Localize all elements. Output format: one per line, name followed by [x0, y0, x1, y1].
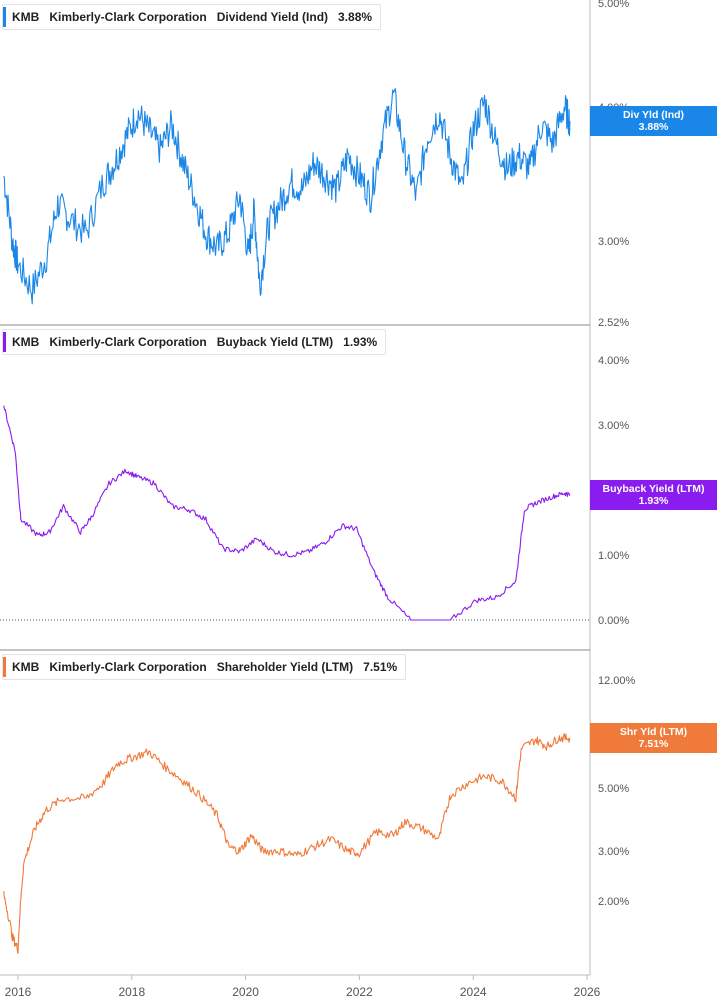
legend-swatch [3, 7, 6, 27]
last-value-tag-shareholder: Shr Yld (LTM) 7.51% [590, 723, 717, 753]
legend-company: Kimberly-Clark Corporation [49, 660, 207, 674]
last-value-tag-dividend: Div Yld (Ind) 3.88% [590, 106, 717, 136]
x-tick-label: 2016 [5, 985, 32, 999]
legend-dividend-yield[interactable]: KMB Kimberly-Clark Corporation Dividend … [2, 4, 382, 30]
legend-swatch [3, 657, 6, 677]
legend-ticker: KMB [12, 335, 40, 349]
tag-label: Buyback Yield (LTM) [602, 483, 705, 495]
tag-value: 1.93% [638, 495, 669, 507]
last-value-tag-buyback: Buyback Yield (LTM) 1.93% [590, 480, 717, 510]
legend-value: 1.93% [343, 335, 378, 349]
legend-swatch [3, 332, 6, 352]
tag-label: Shr Yld (LTM) [619, 726, 688, 738]
y-tick-label: 2.00% [598, 896, 629, 908]
x-tick-label: 2020 [232, 985, 259, 999]
tag-label: Div Yld (Ind) [622, 109, 685, 121]
legend-ticker: KMB [12, 660, 40, 674]
legend-buyback-yield[interactable]: KMB Kimberly-Clark Corporation Buyback Y… [2, 329, 387, 355]
legend-value: 7.51% [363, 660, 398, 674]
x-tick-label: 2024 [460, 985, 487, 999]
legend-metric: Dividend Yield (Ind) [216, 10, 329, 24]
legend-company: Kimberly-Clark Corporation [49, 10, 207, 24]
x-tick-label: 2018 [118, 985, 145, 999]
y-tick-label: 4.00% [598, 355, 629, 367]
legend-metric: Shareholder Yield (LTM) [216, 660, 354, 674]
series-line-2 [3, 733, 571, 954]
y-tick-label: 1.00% [598, 550, 629, 562]
y-tick-label: 2.52% [598, 317, 629, 329]
y-tick-label: 3.00% [598, 846, 629, 858]
tag-value: 3.88% [638, 121, 669, 133]
legend-value: 3.88% [338, 10, 373, 24]
legend-ticker: KMB [12, 10, 40, 24]
legend-company: Kimberly-Clark Corporation [49, 335, 207, 349]
y-tick-label: 3.00% [598, 236, 629, 248]
legend-metric: Buyback Yield (LTM) [216, 335, 334, 349]
y-tick-label: 5.00% [598, 0, 629, 10]
x-tick-label: 2026 [574, 985, 601, 999]
y-tick-label: 5.00% [598, 783, 629, 795]
legend-shareholder-yield[interactable]: KMB Kimberly-Clark Corporation Sharehold… [2, 654, 407, 680]
tag-value: 7.51% [638, 738, 669, 750]
y-tick-label: 3.00% [598, 420, 629, 432]
y-tick-label: 0.00% [598, 615, 629, 627]
y-tick-label: 12.00% [598, 675, 636, 687]
x-tick-label: 2022 [346, 985, 373, 999]
series-line-0 [3, 88, 571, 305]
series-line-1 [3, 405, 571, 621]
